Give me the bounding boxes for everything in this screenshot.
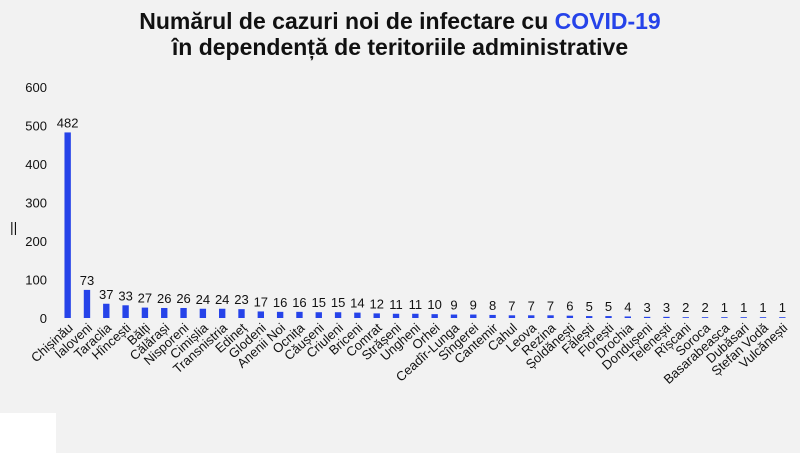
y-tick-label: 0 [40,311,47,326]
value-label: 5 [605,299,612,314]
bar [354,312,361,318]
bar [643,316,651,318]
bar [508,315,516,318]
bar [180,307,187,318]
axis-break-marker: || [10,219,17,235]
corner-patch [0,413,56,453]
value-label: 1 [779,300,786,315]
bar [431,314,438,318]
value-label: 16 [273,295,287,310]
value-label: 4 [624,299,631,314]
bar [276,311,284,318]
value-label: 10 [427,297,441,312]
value-label: 1 [740,300,747,315]
bar [605,316,612,318]
value-label: 7 [528,298,535,313]
bar [238,309,245,318]
y-tick-label: 400 [25,157,47,172]
y-tick-label: 300 [25,196,47,211]
value-label: 2 [682,300,689,315]
value-label: 2 [701,300,708,315]
value-label: 23 [234,292,248,307]
value-label: 24 [196,292,210,307]
bar [334,312,342,318]
bar [759,317,767,318]
bar [199,308,207,318]
value-label: 9 [470,298,477,313]
bar [547,315,554,318]
x-tick-labels: ChișinăuIaloveniTaracliaHînceștiBălțiCăl… [28,320,790,387]
value-label: 37 [99,287,113,302]
chart-title: Numărul de cazuri noi de infectare cu CO… [0,8,800,60]
y-tick-label: 500 [25,119,47,134]
bar [373,313,380,318]
value-label: 15 [312,295,326,310]
value-label: 33 [118,288,132,303]
bar [257,311,265,318]
value-label: 26 [176,291,190,306]
title-line-2: în dependență de teritoriile administrat… [171,34,629,60]
value-label: 482 [57,115,79,130]
value-label: 9 [450,298,457,313]
y-tick-label: 600 [25,80,47,95]
title-prefix: Numărul de cazuri noi de infectare cu [139,8,555,34]
bar [624,316,632,318]
value-label: 5 [586,299,593,314]
bar [392,313,400,318]
value-label: 73 [80,273,94,288]
value-label: 26 [157,291,171,306]
value-label: 1 [759,300,766,315]
value-label: 8 [489,298,496,313]
value-label: 17 [254,294,268,309]
bar [682,317,689,318]
value-label: 12 [369,296,383,311]
title-line-1: Numărul de cazuri noi de infectare cu CO… [0,8,800,34]
value-label: 14 [350,296,364,311]
bar [161,307,168,318]
bar [450,314,458,318]
title-accent: COVID-19 [554,8,661,34]
value-label: 3 [663,300,670,315]
value-label: 11 [409,297,423,312]
y-axis: 0 100 200 300 400 500 600 [25,80,47,326]
bar [83,289,91,318]
bar [528,315,535,318]
bar [122,305,129,318]
value-label: 27 [138,291,152,306]
bar [141,307,149,318]
bar [566,315,574,318]
value-label: 15 [331,295,345,310]
bar [64,132,71,318]
value-label: 7 [547,298,554,313]
bar [218,308,226,318]
bar [470,314,477,318]
bar [701,317,709,318]
y-tick-label: 100 [25,273,47,288]
bar [663,316,670,318]
bar [585,316,593,318]
bar [412,313,419,318]
value-label: 11 [389,297,403,312]
bar [740,317,747,318]
bar [315,312,322,318]
bar [779,317,786,318]
value-label: 7 [508,298,515,313]
bar [489,314,496,318]
bar [721,317,728,318]
bar [103,303,110,318]
value-label: 24 [215,292,229,307]
value-label: 3 [644,300,651,315]
value-label: 6 [566,299,573,314]
y-tick-label: 200 [25,234,47,249]
bar [296,311,303,318]
value-label: 1 [721,300,728,315]
bars [64,132,786,318]
value-label: 16 [292,295,306,310]
